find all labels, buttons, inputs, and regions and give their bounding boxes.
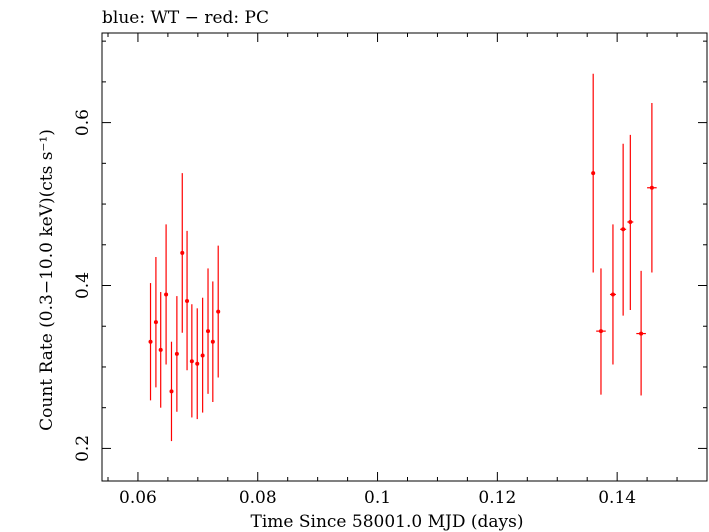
x-tick-label: 0.12 [478, 488, 516, 508]
point-marker [206, 329, 211, 334]
data-point [636, 270, 646, 396]
point-marker [591, 171, 596, 176]
point-marker [180, 250, 185, 255]
point-marker [216, 309, 221, 314]
axis-ticks: 0.06 0.08 0.1 0.12 0.14 0.2 0.4 0.6 [73, 33, 708, 508]
point-marker [158, 347, 163, 352]
x-axis-label: Time Since 58001.0 MJD (days) [251, 512, 524, 532]
point-marker [148, 339, 153, 344]
x-tick-label: 0.08 [239, 488, 277, 508]
x-tick-label: 0.1 [364, 488, 391, 508]
data-point [200, 297, 205, 413]
point-marker [195, 361, 200, 366]
data-point [195, 308, 200, 420]
point-marker [649, 185, 654, 190]
x-tick-label: 0.06 [119, 488, 157, 508]
data-point [153, 257, 158, 388]
point-marker [210, 339, 215, 344]
point-marker [153, 320, 158, 325]
data-point [627, 134, 634, 310]
x-tick-label: 0.14 [598, 488, 636, 508]
point-marker [169, 389, 174, 394]
data-point [216, 245, 221, 378]
data-point [148, 283, 153, 401]
data-point [164, 224, 169, 365]
data-point [210, 281, 215, 402]
plot-frame [101, 32, 708, 482]
point-marker [164, 292, 169, 297]
y-tick-label: 0.4 [73, 272, 93, 299]
data-point [158, 292, 163, 408]
point-marker [200, 353, 205, 358]
data-point [591, 73, 596, 273]
y-tick-label: 0.2 [73, 435, 93, 462]
chart-title: blue: WT − red: PC [102, 8, 269, 28]
data-point [169, 341, 174, 442]
data-point [174, 296, 179, 412]
point-marker [628, 219, 633, 224]
point-marker [174, 351, 179, 356]
point-marker [639, 331, 644, 336]
data-point [206, 268, 211, 394]
data-point [185, 230, 190, 371]
data-point [620, 143, 627, 316]
data-point [180, 173, 185, 333]
point-marker [598, 329, 603, 334]
point-marker [621, 227, 626, 232]
data-point [596, 268, 606, 395]
data-series-pc [148, 73, 657, 442]
data-point [609, 224, 616, 365]
point-marker [185, 298, 190, 303]
point-marker [189, 359, 194, 364]
data-point [647, 103, 657, 273]
y-axis-label: Count Rate (0.3−10.0 keV)(cts s⁻¹) [37, 129, 57, 431]
data-point [189, 304, 194, 418]
point-marker [610, 292, 615, 297]
y-tick-label: 0.6 [73, 109, 93, 136]
